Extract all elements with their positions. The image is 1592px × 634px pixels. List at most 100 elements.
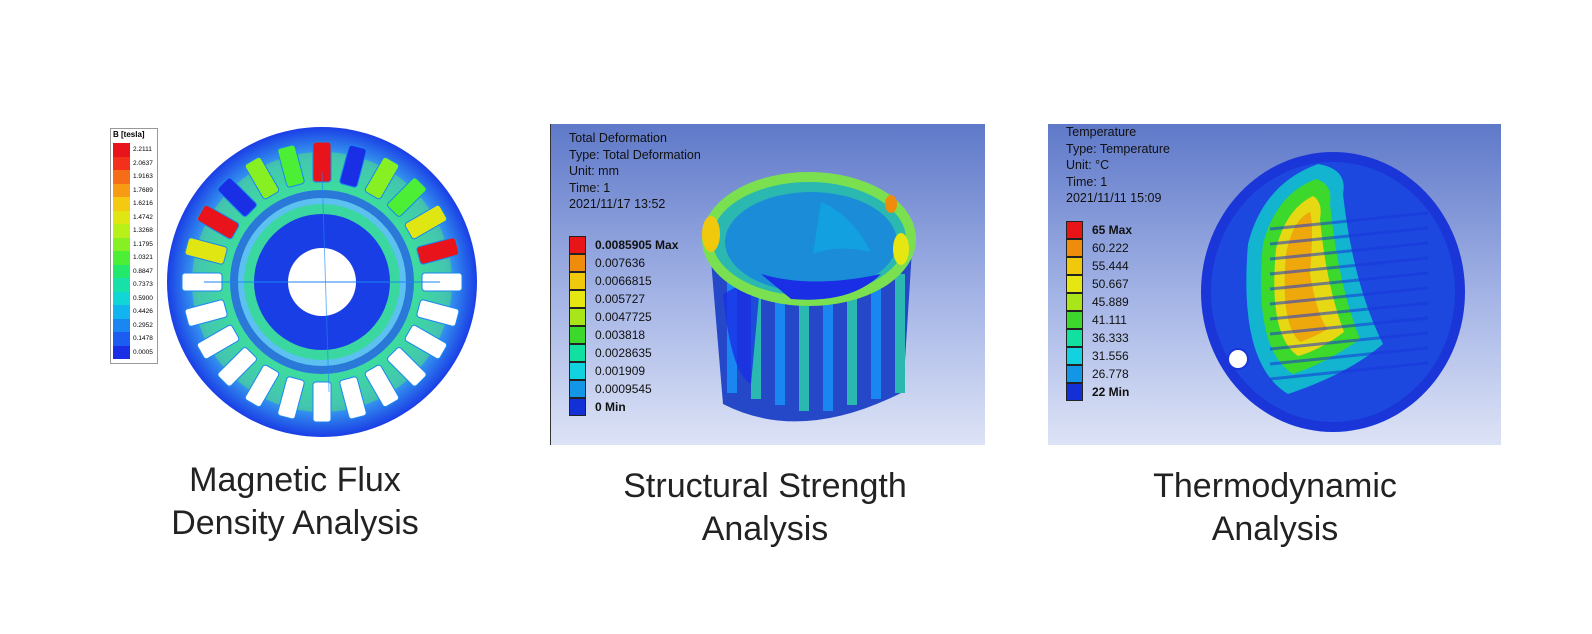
legend-swatch [113,224,130,238]
legend-label: 1.7689 [133,186,153,194]
legend-swatch [1066,365,1083,383]
motor-housing-graphic [702,172,916,422]
legend-row: 0.8847 [113,264,153,278]
legend-swatch [1066,383,1083,401]
motor-endcap-graphic [1201,152,1465,432]
info-line: Temperature [1066,125,1137,139]
legend-swatch [113,305,130,319]
legend-swatch [113,237,130,251]
stator-slot [312,381,332,423]
legend-row: 0.007636 [569,254,645,272]
temperature-info: Temperature Type: Temperature Unit: °C T… [1066,124,1170,207]
legend-row: 41.111 [1066,311,1127,329]
legend-swatch [113,291,130,305]
legend-row: 55.444 [1066,257,1129,275]
housing-rib [775,274,785,405]
cooling-fin [1269,271,1429,291]
legend-label: 0.003818 [595,328,646,342]
caption-line: Density Analysis [171,504,419,542]
stator-slot [217,347,257,387]
stator-slot [364,364,400,408]
legend-row: 0.1478 [113,332,153,346]
cooling-fin [1269,211,1429,231]
legend-label: 1.3268 [133,227,153,235]
legend-row: 0.5900 [113,291,153,305]
legend-label: 0.8847 [133,267,153,275]
legend-swatch [569,290,586,308]
legend-swatch [1066,239,1083,257]
legend-swatch [1066,329,1083,347]
legend-row: 0.003818 [569,326,645,344]
legend-label: 1.1795 [133,240,153,248]
motor-cross-section-graphic [167,127,477,437]
thermodynamic-caption: Thermodynamic Analysis [1110,465,1440,551]
legend-label: 2.2111 [133,146,152,154]
legend-row: 0.2952 [113,318,153,332]
legend-swatch [113,264,130,278]
caption-line: Analysis [1211,510,1339,548]
legend-label: 0.007636 [595,256,646,270]
legend-swatch [113,251,130,265]
info-line: Time: 1 [1066,174,1108,189]
legend-swatch [1066,347,1083,365]
stator-slot [339,144,367,188]
legend-label: 0.005727 [595,292,646,306]
cooling-fin [1269,331,1429,351]
legend-swatch [569,236,586,254]
stator-slot [244,156,280,200]
flux-legend: B [tesla] 2.2111 2.0637 1.9163 1.7689 1.6216… [110,128,158,364]
legend-swatch [569,398,586,416]
legend-label: 45.889 [1092,295,1129,309]
legend-swatch [113,278,130,292]
structural-caption: Structural Strength Analysis [590,465,940,551]
legend-row: 0.0066815 [569,272,652,290]
legend-label: 0.001909 [595,364,646,378]
stator-slot [339,376,367,420]
stator-slot [196,324,240,360]
housing-rib [751,274,761,399]
legend-swatch [1066,257,1083,275]
stator-slot [244,364,280,408]
cooling-fin [1269,286,1429,306]
legend-row: 45.889 [1066,293,1129,311]
legend-swatch [113,183,130,197]
legend-label: 36.333 [1092,331,1129,345]
caption-line: Analysis [701,510,829,548]
legend-row: 1.1795 [113,237,153,251]
structural-strength-image: Total Deformation Type: Total Deformatio… [550,124,985,445]
stator-slot [196,204,240,240]
legend-row: 0.0005 [113,345,153,359]
legend-row: 1.9163 [113,170,153,184]
legend-label: 65 Max [1092,223,1133,237]
legend-swatch [1066,221,1083,239]
legend-swatch [569,254,586,272]
cooling-fin [1269,361,1429,381]
legend-row: 50.667 [1066,275,1129,293]
stator-slot [404,324,448,360]
caption-line: Structural Strength [623,467,907,505]
legend-row: 31.556 [1066,347,1129,365]
legend-label: 0 Min [595,400,626,414]
legend-row: 1.6216 [113,197,153,211]
legend-label: 1.4742 [133,213,153,221]
legend-label: 0.0009545 [595,382,652,396]
legend-swatch [113,170,130,184]
legend-row: 22 Min [1066,383,1129,401]
legend-row: 0.0028635 [569,344,652,362]
legend-row: 1.7689 [113,183,153,197]
stator-slot [404,204,448,240]
legend-label: 0.2952 [133,321,153,329]
legend-row: 0.0085905 Max [569,236,678,254]
legend-row: 2.0637 [113,156,153,170]
legend-swatch [569,272,586,290]
legend-swatch [569,326,586,344]
info-line: Unit: mm [569,164,619,178]
legend-label: 22 Min [1092,385,1130,399]
housing-rib [799,274,809,411]
legend-swatch [113,332,130,346]
housing-rib [895,274,905,393]
legend-swatch [569,362,586,380]
cooling-fin [1269,301,1429,321]
legend-label: 41.111 [1092,313,1127,327]
legend-label: 0.7373 [133,281,153,289]
